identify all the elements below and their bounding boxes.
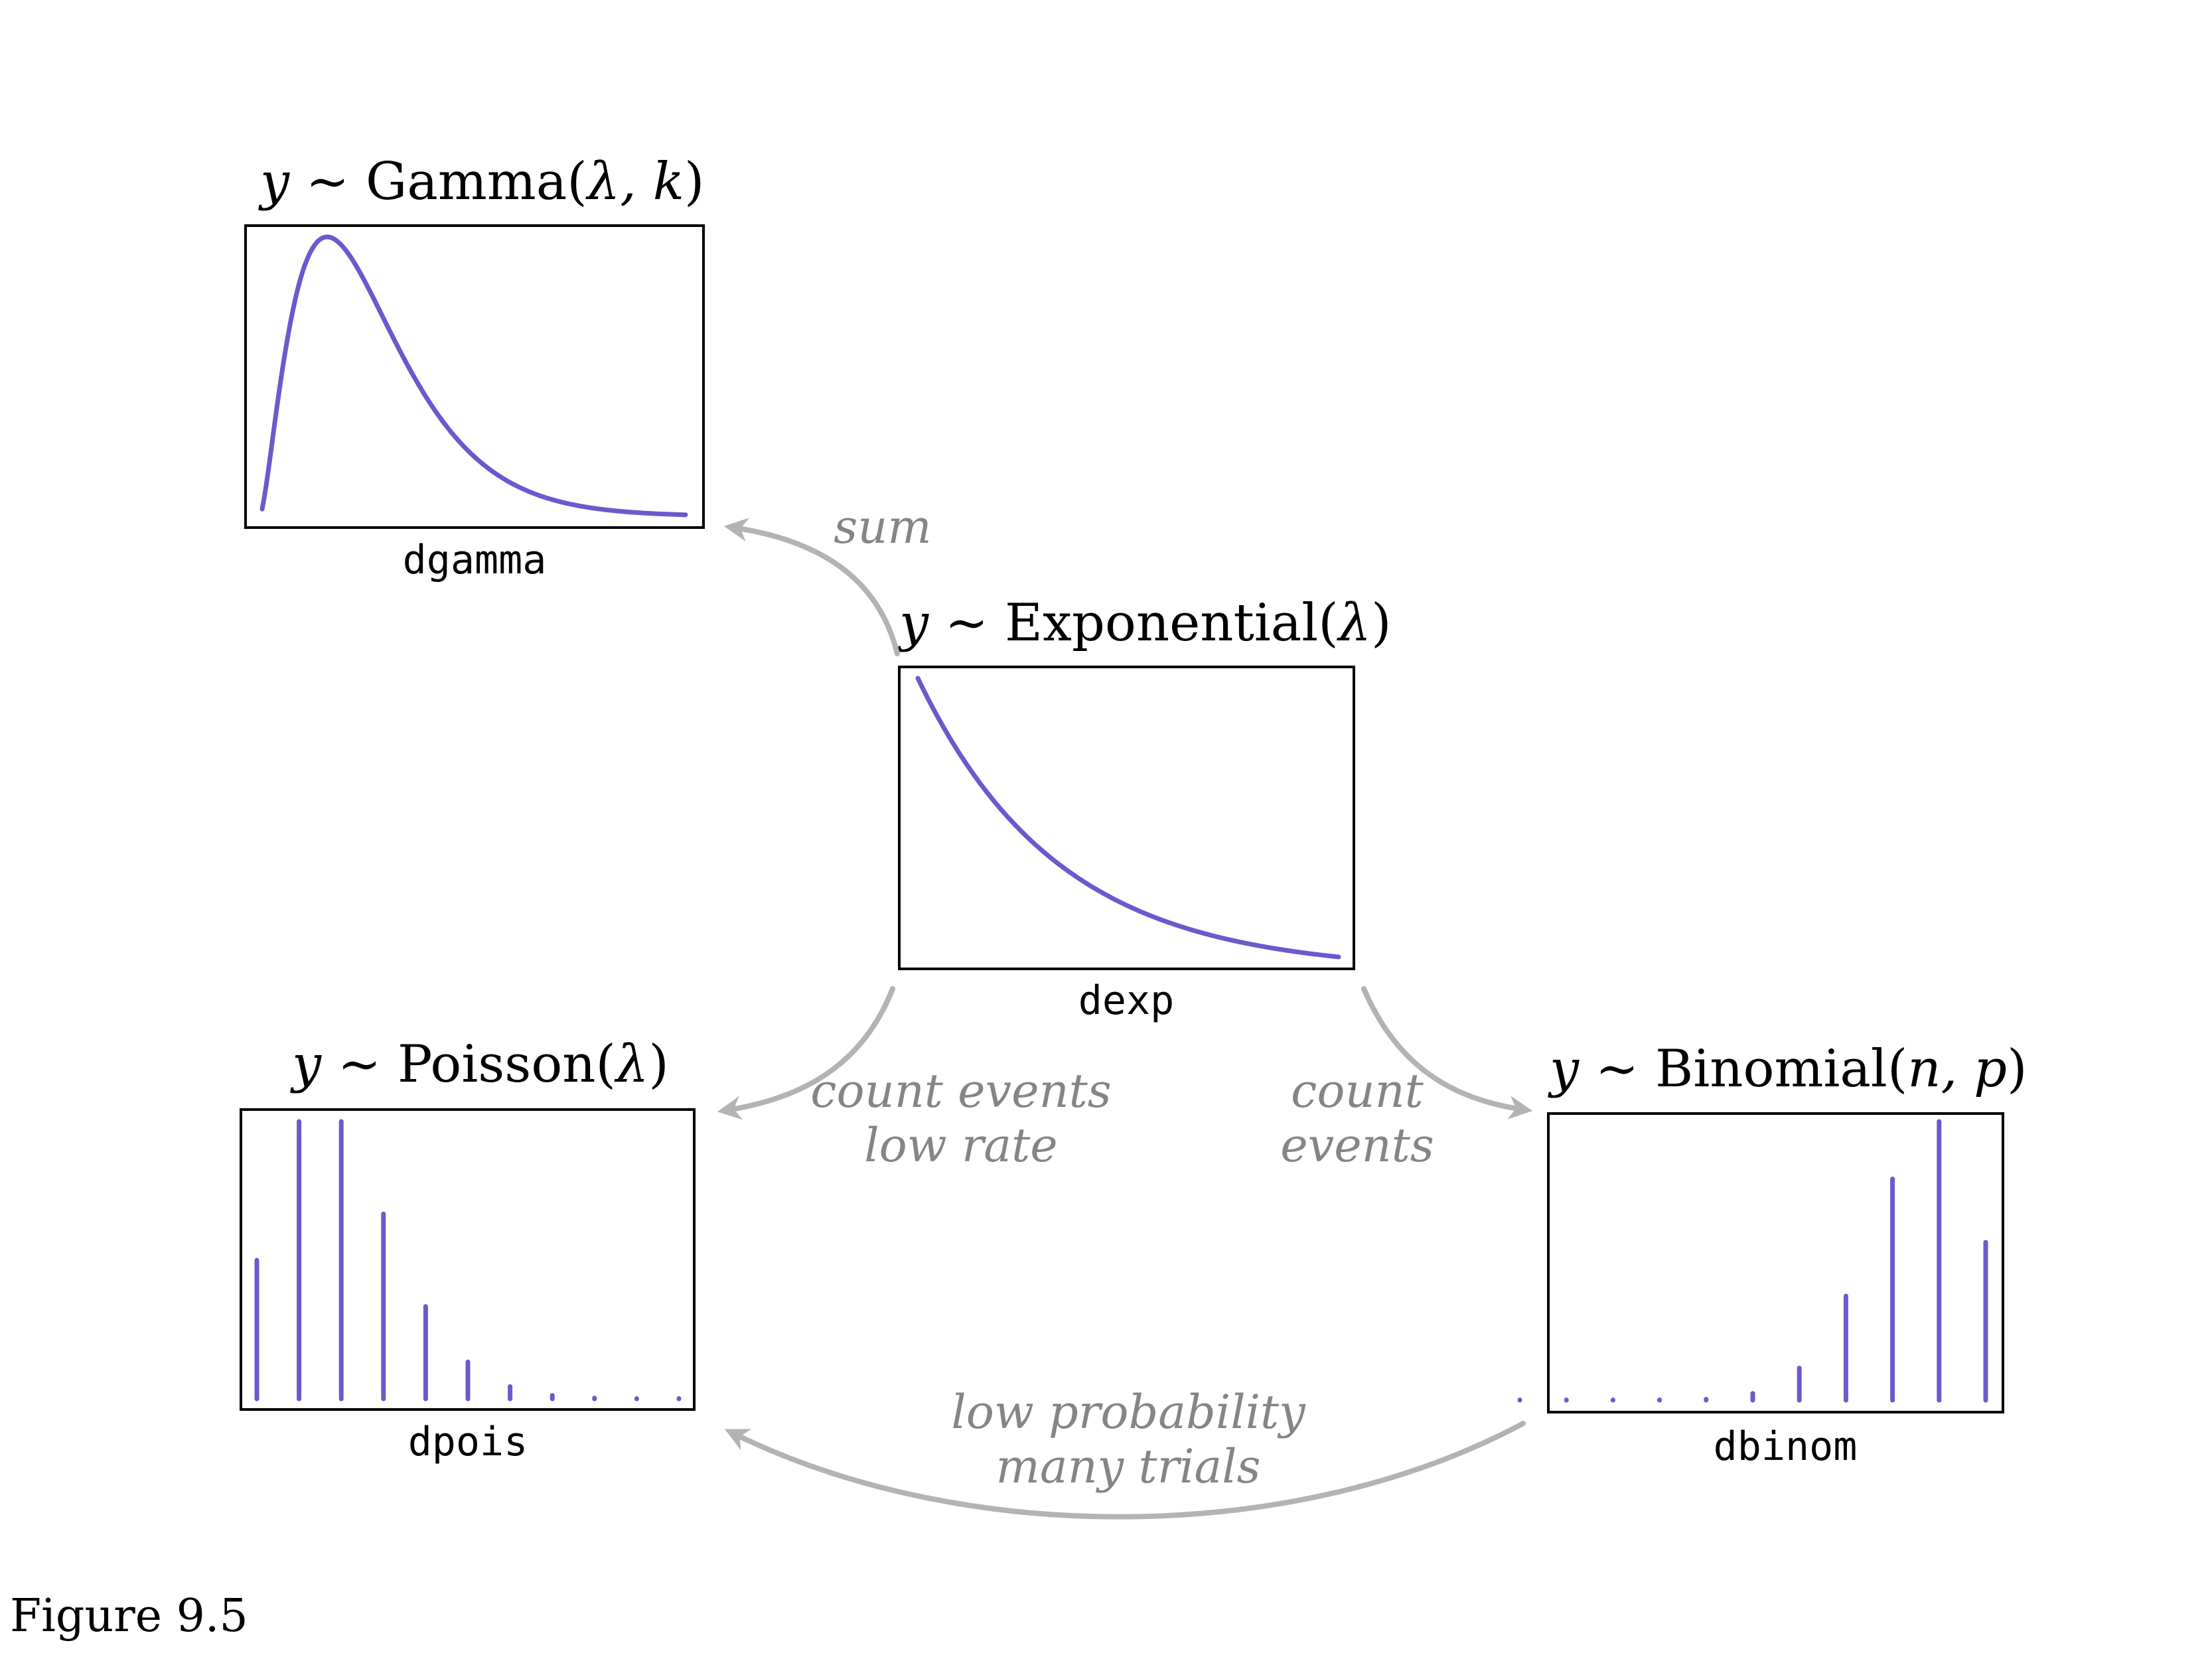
binomial-function-name: dbinom <box>1714 1423 1858 1470</box>
binomial-title: y ∼ Binomial(n, p) <box>1548 1039 2028 1099</box>
poisson-title: y ∼ Poisson(λ) <box>290 1035 669 1094</box>
poisson-title-args: λ <box>614 1035 648 1094</box>
node-binomial: y ∼ Binomial(n, p) dbinom <box>1517 1039 2028 1470</box>
edge-exponential-to-binomial: count events <box>1280 986 1533 1173</box>
poisson-title-open: ( <box>596 1035 616 1094</box>
gamma-title-lhs: y <box>258 152 290 212</box>
exponential-plot-frame <box>898 666 1355 970</box>
edge-exponential-to-poisson: count events low rate <box>717 986 1112 1173</box>
gamma-plot-frame <box>244 224 705 529</box>
gamma-title-args: λ, k <box>585 152 684 212</box>
gamma-title-close: ) <box>684 152 704 212</box>
binomial-title-op: ∼ <box>1579 1039 1655 1099</box>
poisson-title-lhs: y <box>290 1035 322 1094</box>
gamma-density-curve <box>259 234 688 518</box>
edge-label-low-probability: low probability <box>951 1385 1306 1439</box>
exponential-title-args: λ <box>1337 593 1371 653</box>
binomial-spikes <box>1517 1119 1988 1403</box>
edge-binomial-to-poisson: low probability many trials <box>725 1385 1526 1520</box>
node-poisson: y ∼ Poisson(λ) dpois <box>240 1035 696 1465</box>
edge-label-low-rate: low rate <box>864 1118 1057 1173</box>
edge-label-count: count <box>1291 1064 1424 1118</box>
exponential-title-open: ( <box>1318 593 1338 653</box>
figure-caption: Figure 9.5 <box>10 1590 248 1642</box>
edge-arrow-count-events <box>1361 986 1533 1119</box>
gamma-function-name: dgamma <box>403 537 547 583</box>
edge-label-count-events: count events <box>810 1064 1111 1118</box>
gamma-title-op: ∼ <box>289 152 366 212</box>
binomial-plot-frame <box>1547 1112 2004 1413</box>
edge-arrow-count-events-low-rate <box>717 986 895 1120</box>
exponential-density-curve <box>915 676 1341 960</box>
exponential-title-name: Exponential <box>1005 593 1318 653</box>
poisson-function-name: dpois <box>408 1419 528 1465</box>
poisson-plot-frame <box>240 1108 696 1411</box>
binomial-title-args: n, p <box>1907 1039 2007 1099</box>
node-exponential: y ∼ Exponential(λ) dexp <box>897 593 1392 1024</box>
gamma-title: y ∼ Gamma(λ, k) <box>258 152 704 212</box>
edge-label-events: events <box>1280 1118 1434 1173</box>
exponential-title-lhs: y <box>897 593 929 653</box>
gamma-title-open: ( <box>567 152 587 212</box>
poisson-title-name: Poisson <box>398 1035 595 1094</box>
node-gamma: y ∼ Gamma(λ, k) dgamma <box>244 152 705 583</box>
poisson-title-close: ) <box>648 1035 668 1094</box>
exponential-function-name: dexp <box>1078 977 1175 1024</box>
binomial-title-close: ) <box>2007 1039 2027 1099</box>
exponential-title: y ∼ Exponential(λ) <box>897 593 1392 653</box>
edge-arrow-sum <box>723 518 900 656</box>
edge-arrow-low-probability-many-trials <box>725 1421 1526 1520</box>
exponential-title-op: ∼ <box>928 593 1005 653</box>
poisson-title-op: ∼ <box>321 1035 398 1094</box>
gamma-title-name: Gamma <box>366 152 567 212</box>
binomial-title-open: ( <box>1887 1039 1907 1099</box>
edge-label-sum: sum <box>834 500 931 554</box>
edge-exponential-to-gamma: sum <box>723 500 932 656</box>
poisson-spikes <box>254 1119 682 1402</box>
binomial-title-lhs: y <box>1548 1039 1580 1099</box>
binomial-title-name: Binomial <box>1655 1039 1887 1099</box>
exponential-title-close: ) <box>1371 593 1391 653</box>
edge-label-many-trials: many trials <box>995 1439 1260 1494</box>
